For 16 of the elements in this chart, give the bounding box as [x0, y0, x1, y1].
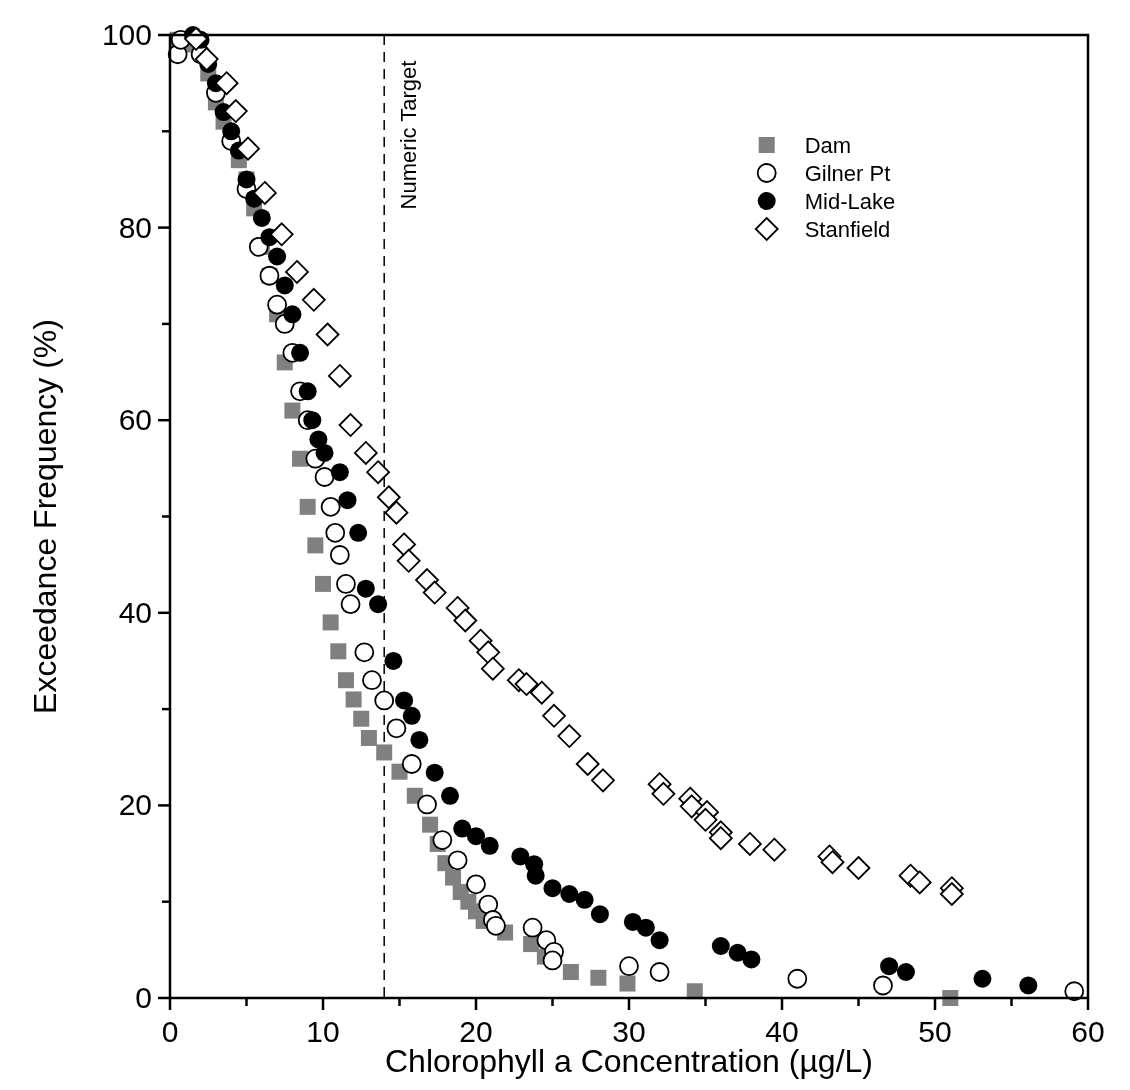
legend-label: Stanfield [804, 217, 891, 242]
y-tick-label: 60 [118, 403, 152, 437]
x-tick-label: 50 [918, 1015, 952, 1048]
x-tick-label: 10 [306, 1015, 340, 1048]
x-tick-label: 0 [161, 1015, 179, 1048]
y-tick-label: 40 [118, 595, 152, 629]
y-tick-label: 100 [101, 18, 152, 51]
legend-label: Gilner Pt [804, 161, 891, 186]
y-axis-title: Exceedance Frequency (%) [27, 319, 63, 714]
y-tick-label: 20 [118, 788, 152, 822]
y-tick-label: 80 [118, 210, 152, 244]
y-tick-label: 0 [135, 981, 152, 1014]
ref-line-label: Numeric Target [396, 60, 422, 210]
legend-label: Dam [804, 133, 852, 158]
x-tick-label: 60 [1071, 1015, 1105, 1048]
legend-label: Mid-Lake [804, 189, 896, 214]
